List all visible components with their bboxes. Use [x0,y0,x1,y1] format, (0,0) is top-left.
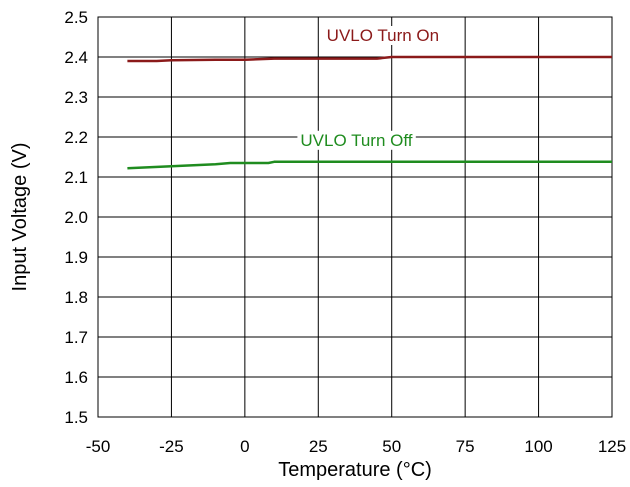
x-tick-label: 100 [524,437,552,456]
x-tick-label: 50 [382,437,401,456]
x-tick-labels: -50 -25 0 25 50 75 100 125 [86,437,626,456]
y-tick-label: 2.0 [64,208,88,227]
x-tick-label: 125 [598,437,626,456]
y-tick-label: 1.5 [64,408,88,427]
x-tick-label: 25 [309,437,328,456]
y-tick-label: 1.9 [64,248,88,267]
x-tick-label: -50 [86,437,111,456]
y-tick-labels: 1.5 1.6 1.7 1.8 1.9 2.0 2.1 2.2 2.3 2.4 2.5 [64,8,88,427]
series-label-background [297,130,416,150]
series-label-uvlo-turn-off: UVLO Turn Off [300,131,412,150]
y-tick-label: 1.7 [64,328,88,347]
y-tick-label: 2.2 [64,128,88,147]
x-tick-label: 0 [240,437,249,456]
series-line-0 [127,55,612,63]
series-label-background [323,26,443,45]
y-axis-title: Input Voltage (V) [9,143,31,292]
series-line-1 [127,160,612,170]
y-tick-label: 2.4 [64,48,88,67]
y-tick-label: 2.1 [64,168,88,187]
series-layer [127,55,612,170]
x-tick-label: -25 [159,437,184,456]
series-label-uvlo-turn-on: UVLO Turn On [327,26,439,45]
x-tick-label: 75 [456,437,475,456]
plot-frame [97,16,613,418]
y-tick-label: 1.6 [64,368,88,387]
y-tick-label: 1.8 [64,288,88,307]
x-axis-title: Temperature (°C) [278,459,432,481]
grid-layer [97,16,613,418]
y-tick-label: 2.5 [64,8,88,27]
y-tick-label: 2.3 [64,88,88,107]
